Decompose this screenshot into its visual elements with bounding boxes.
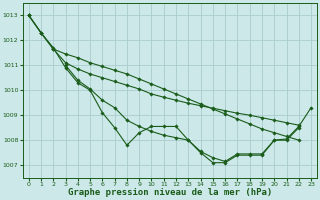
X-axis label: Graphe pression niveau de la mer (hPa): Graphe pression niveau de la mer (hPa) [68, 188, 272, 197]
